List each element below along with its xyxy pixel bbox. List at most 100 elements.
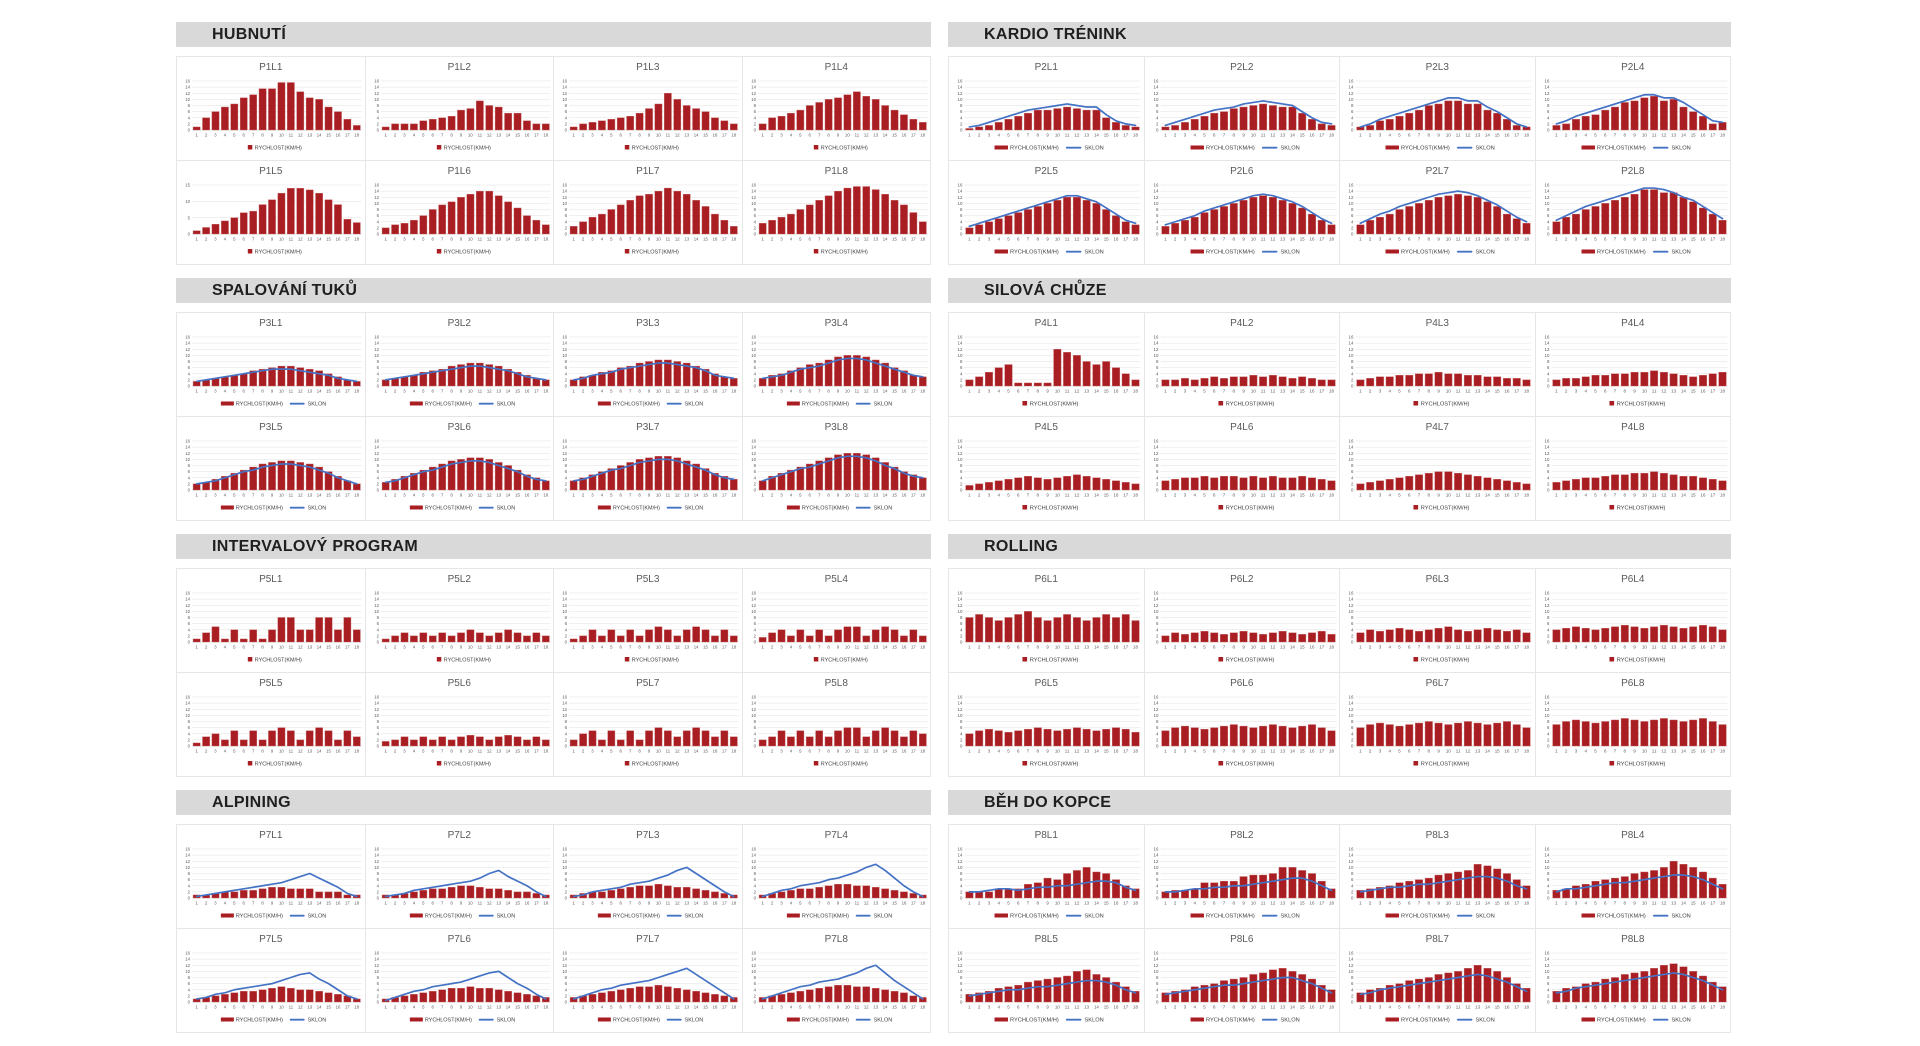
y-tick-label: 4 <box>1546 115 1549 120</box>
speed-bar <box>1591 477 1599 491</box>
speed-bar <box>1708 123 1717 131</box>
speed-bar <box>711 213 719 235</box>
x-tick-label: 15 <box>1299 749 1305 754</box>
speed-bar <box>1024 112 1032 131</box>
x-tick-label: 12 <box>1074 749 1080 754</box>
x-tick-label: 16 <box>524 748 529 753</box>
speed-bar <box>767 632 776 643</box>
mini-chart-p4l5: P4L5 0 2 4 6 8 10 12 14 16 1 2 3 4 5 6 7 8 9 10 11 12 13 14 15 16… <box>949 417 1145 521</box>
speed-bar <box>1415 373 1423 387</box>
speed-bar <box>909 212 917 235</box>
y-tick-label: 12 <box>1349 707 1355 712</box>
y-tick-label: 0 <box>188 640 191 645</box>
x-tick-label: 2 <box>1369 237 1372 242</box>
speed-bar <box>1415 203 1423 235</box>
speed-bar <box>1630 626 1639 643</box>
speed-bar <box>626 116 634 131</box>
x-tick-label: 3 <box>1183 1005 1186 1010</box>
speed-bar <box>1053 349 1062 387</box>
y-tick-label: 10 <box>185 609 190 614</box>
x-tick-label: 13 <box>1280 1005 1286 1010</box>
speed-bar <box>1063 614 1072 643</box>
chart-title: P2L1 <box>1034 62 1058 73</box>
speed-bar <box>1444 373 1453 387</box>
y-tick-label: 0 <box>960 640 963 645</box>
mini-chart-p8l3: P8L3 0 2 4 6 8 10 12 14 16 1 2 3 4 5 6 7 8 9 10 11 12 13 14 15 16… <box>1340 825 1536 929</box>
x-tick-label: 6 <box>243 132 246 137</box>
x-tick-label: 8 <box>261 748 264 753</box>
x-tick-label: 11 <box>666 748 671 753</box>
speed-bar <box>758 637 766 643</box>
x-tick-label: 17 <box>1319 645 1325 650</box>
x-tick-label: 1 <box>761 388 764 393</box>
legend-speed-label: RYCHLOST(KM/H) <box>1010 1017 1059 1023</box>
x-tick-label: 17 <box>910 388 915 393</box>
legend-speed-label: RYCHLOST(KM/H) <box>801 505 848 511</box>
x-tick-label: 18 <box>1720 389 1726 394</box>
x-tick-label: 10 <box>1250 493 1256 498</box>
mini-chart-p7l7: P7L7 0 2 4 6 8 10 12 14 16 1 2 3 4 5 6 7 8 9 10 11 12 13 14 15 16… <box>554 929 743 1033</box>
mini-chart-p5l8: P5L8 0 2 4 6 8 10 12 14 16 1 2 3 4 5 6 7 8 9 10 11 12 13 14 15 16… <box>742 673 931 777</box>
y-tick-label: 2 <box>753 225 756 230</box>
speed-bar <box>428 209 437 235</box>
x-tick-label: 3 <box>403 388 406 393</box>
x-tick-label: 12 <box>486 1004 491 1009</box>
x-tick-label: 7 <box>1613 749 1616 754</box>
y-tick-label: 0 <box>376 1000 379 1005</box>
y-tick-label: 12 <box>1153 91 1159 96</box>
x-tick-label: 10 <box>1250 901 1256 906</box>
y-tick-label: 8 <box>1546 103 1549 108</box>
legend-slope-label: SKLON <box>685 1017 704 1023</box>
y-tick-label: 14 <box>374 341 379 346</box>
speed-bar <box>1444 100 1453 131</box>
speed-bar <box>786 890 795 899</box>
y-tick-label: 14 <box>1349 597 1355 602</box>
y-tick-label: 14 <box>1544 957 1550 962</box>
y-tick-label: 8 <box>1546 359 1549 364</box>
x-tick-label: 8 <box>1623 133 1626 138</box>
speed-bar <box>1180 220 1189 235</box>
speed-bar <box>211 626 220 643</box>
x-tick-label: 6 <box>808 644 811 649</box>
x-tick-label: 13 <box>1084 1005 1090 1010</box>
speed-bar <box>1356 483 1365 491</box>
x-tick-label: 7 <box>1613 901 1616 906</box>
x-tick-label: 9 <box>1046 237 1049 242</box>
x-tick-label: 4 <box>1584 389 1587 394</box>
speed-bar <box>654 626 663 643</box>
x-tick-label: 8 <box>1232 749 1235 754</box>
mini-chart-p2l2: P2L2 0 2 4 6 8 10 12 14 16 1 2 3 4 5 6 7 8 9 10 11 12 13 14 15 16… <box>1144 57 1340 161</box>
speed-bar <box>1376 120 1384 131</box>
mini-chart-p7l1: P7L1 0 2 4 6 8 10 12 14 16 1 2 3 4 5 6 7 8 9 10 11 12 13 14 15 16… <box>177 825 366 929</box>
y-tick-label: 14 <box>374 957 379 962</box>
x-tick-label: 15 <box>892 1004 897 1009</box>
speed-bar <box>805 635 814 643</box>
speed-bar <box>673 190 682 235</box>
x-tick-label: 9 <box>459 492 462 497</box>
x-tick-label: 6 <box>431 900 434 905</box>
x-tick-label: 8 <box>450 900 453 905</box>
speed-bar <box>1287 203 1296 235</box>
slope-line <box>572 458 735 482</box>
x-tick-label: 11 <box>1456 1005 1461 1010</box>
speed-bar <box>1033 382 1042 387</box>
speed-bar <box>701 992 710 1003</box>
x-tick-label: 12 <box>1465 133 1471 138</box>
chart-title: P1L2 <box>447 62 471 73</box>
legend-speed-label: RYCHLOST(KM/H) <box>613 913 660 919</box>
y-tick-label: 16 <box>1349 79 1355 84</box>
y-tick-label: 2 <box>1546 738 1549 743</box>
speed-bar <box>1659 965 1668 1003</box>
speed-bar <box>1659 372 1668 387</box>
speed-bar <box>814 362 823 387</box>
x-tick-label: 14 <box>1094 1005 1100 1010</box>
mini-chart-p8l8: P8L8 0 2 4 6 8 10 12 14 16 1 2 3 4 5 6 7 8 9 10 11 12 13 14 15 16… <box>1535 929 1731 1033</box>
speed-bar <box>1620 474 1629 491</box>
y-tick-label: 6 <box>753 621 756 626</box>
x-tick-label: 9 <box>1437 901 1440 906</box>
x-tick-label: 7 <box>252 236 255 241</box>
